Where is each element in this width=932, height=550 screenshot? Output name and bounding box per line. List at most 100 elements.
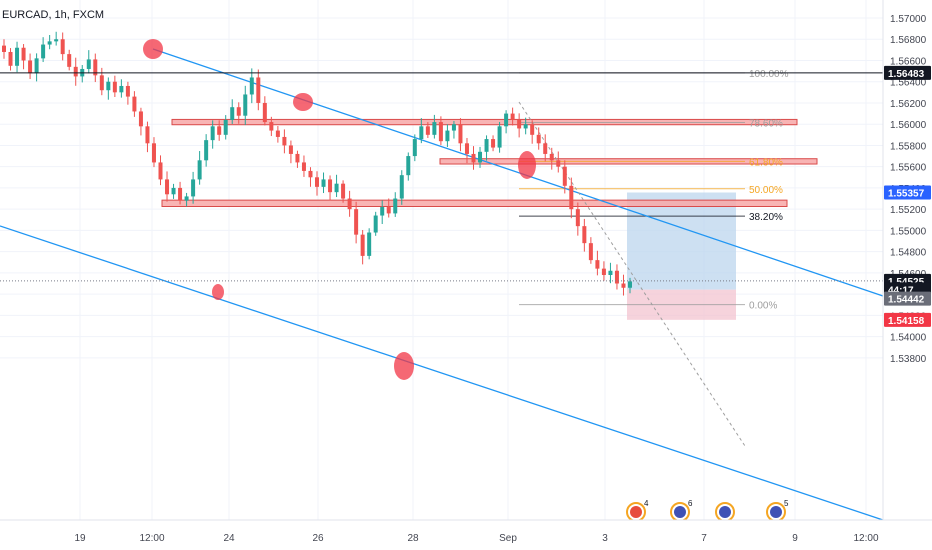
- resistance-zone[interactable]: [161, 199, 788, 208]
- time-tick-label: 7: [701, 533, 707, 544]
- economic-event-icon[interactable]: 4: [626, 499, 649, 522]
- candle-body: [393, 198, 398, 214]
- channel-lower-line[interactable]: [0, 225, 884, 521]
- price-tick-label: 1.56200: [890, 99, 927, 110]
- candle-body: [28, 60, 33, 74]
- candle-body: [151, 143, 156, 163]
- candle-body: [165, 179, 170, 195]
- candle-body: [608, 270, 613, 276]
- fib-level-label: 38.20%: [749, 212, 783, 223]
- candle-body: [184, 196, 189, 201]
- candle-body: [354, 209, 359, 235]
- candle-body: [438, 122, 443, 142]
- candle-body: [412, 139, 417, 157]
- candle-body: [523, 124, 528, 129]
- price-tag-bg: [884, 312, 931, 327]
- candle-body: [530, 124, 535, 135]
- time-tick-label: 28: [407, 533, 419, 544]
- candle-body: [178, 187, 183, 201]
- candle-body: [288, 145, 293, 154]
- candle-body: [464, 143, 469, 154]
- position-target-zone[interactable]: [627, 192, 736, 290]
- symbol-title: EURCAD, 1h, FXCM: [2, 9, 104, 21]
- candle-body: [621, 283, 626, 288]
- price-tick-label: 1.53800: [890, 354, 927, 365]
- candle-body: [230, 107, 235, 120]
- candle-body: [321, 179, 326, 187]
- candle-body: [8, 51, 13, 66]
- event-flag-icon: [630, 506, 642, 518]
- candle-body: [60, 39, 65, 55]
- candle-body: [269, 122, 274, 131]
- candle-body: [308, 170, 313, 178]
- candle-body: [282, 136, 287, 146]
- candle-body: [223, 119, 228, 135]
- candle-body: [582, 226, 587, 244]
- candle-body: [549, 153, 554, 161]
- candle-body: [386, 207, 391, 214]
- economic-event-icon[interactable]: 6: [670, 499, 693, 522]
- descending-channel[interactable]: [0, 48, 884, 521]
- candle-body: [536, 134, 541, 144]
- candle-body: [484, 139, 489, 152]
- candle-body: [301, 162, 306, 171]
- candle-body: [478, 151, 483, 163]
- candle-body: [595, 260, 600, 269]
- time-tick-label: 9: [792, 533, 798, 544]
- price-tick-label: 1.55800: [890, 141, 927, 152]
- candle-body: [406, 156, 411, 176]
- fib-level-label: 78.60%: [749, 119, 783, 130]
- touch-marker: [212, 284, 224, 300]
- time-tick-label: 26: [312, 533, 324, 544]
- candle-body: [451, 124, 456, 131]
- candle-body: [543, 143, 548, 154]
- horizontal-lines[interactable]: [0, 72, 883, 282]
- event-count: 5: [784, 499, 789, 508]
- candle-body: [2, 45, 6, 52]
- candle-body: [125, 85, 130, 97]
- candle-body: [86, 59, 91, 69]
- candles: [2, 31, 632, 296]
- economic-event-icon[interactable]: 5: [766, 499, 789, 522]
- candle-body: [158, 162, 163, 180]
- candle-body: [47, 41, 52, 45]
- resistance-zone[interactable]: [171, 118, 798, 126]
- candle-body: [614, 270, 619, 284]
- event-flag-icon: [674, 506, 686, 518]
- fib-trend-dashed-line[interactable]: [518, 101, 746, 447]
- price-tick-label: 1.55000: [890, 226, 927, 237]
- candle-body: [347, 198, 352, 210]
- channel-upper-line[interactable]: [152, 48, 884, 297]
- time-tick-label: 24: [223, 533, 235, 544]
- candle-body: [504, 113, 509, 127]
- candle-body: [256, 77, 261, 103]
- candle-body: [236, 107, 241, 116]
- time-tick-label: 3: [602, 533, 608, 544]
- time-axis-bg: [0, 520, 932, 550]
- candle-body: [54, 39, 59, 42]
- price-tick-label: 1.56600: [890, 56, 927, 67]
- time-axis[interactable]: 19 12:00 24 26 28 Sep 3 7 9 12:00: [74, 533, 879, 544]
- long-position-tool[interactable]: [627, 192, 736, 320]
- price-tick-label: 1.55200: [890, 205, 927, 216]
- candle-body: [497, 126, 502, 148]
- economic-event-icon[interactable]: [715, 502, 735, 522]
- candle-body: [588, 243, 593, 261]
- candle-body: [210, 126, 215, 141]
- candle-body: [243, 94, 248, 116]
- touch-marker: [143, 39, 163, 59]
- economic-events[interactable]: 4 6 5: [626, 499, 789, 522]
- price-tick-label: 1.57000: [890, 14, 927, 25]
- price-tick-label: 1.55600: [890, 163, 927, 174]
- candle-body: [575, 209, 580, 227]
- candle-body: [275, 130, 280, 137]
- candle-body: [315, 177, 319, 187]
- candle-body: [445, 130, 450, 142]
- candle-body: [628, 281, 632, 288]
- candle-body: [262, 102, 267, 123]
- candle-body: [458, 124, 463, 144]
- candle-body: [119, 85, 124, 93]
- fib-level-label: 100.00%: [749, 69, 789, 80]
